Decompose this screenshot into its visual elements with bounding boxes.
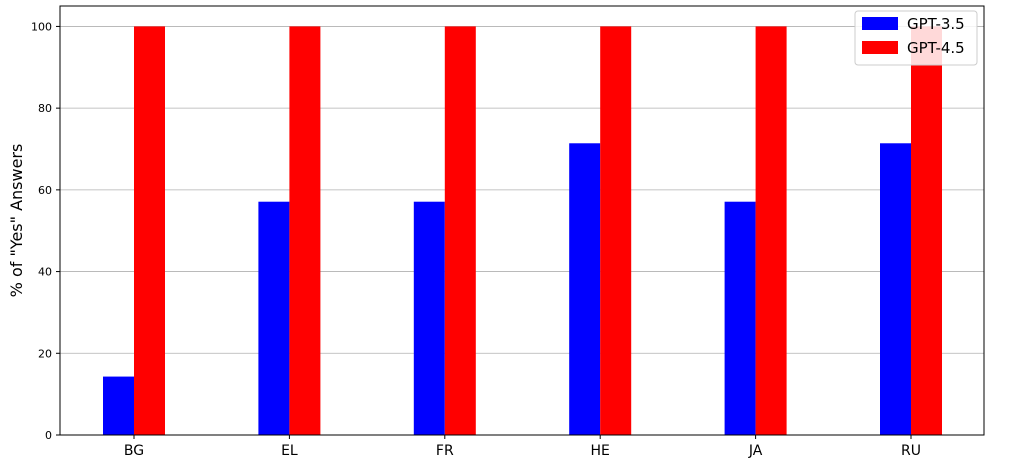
bar-gpt-3-5-el [258, 201, 290, 435]
bar-gpt-4-5-fr [444, 26, 476, 436]
y-axis-label: % of "Yes" Answers [7, 144, 26, 298]
legend-label-gpt-4-5: GPT-4.5 [907, 39, 965, 57]
y-axis-ticks: 0 20 40 60 80 100 [31, 20, 60, 442]
bar-gpt-3-5-bg [103, 376, 134, 435]
bar-gpt-3-5-he [569, 143, 601, 435]
y-tick-label: 100 [31, 20, 52, 33]
bar-gpt-3-5-ru [880, 143, 911, 435]
legend-swatch-gpt-4-5 [862, 41, 898, 54]
y-tick-label: 80 [38, 102, 52, 115]
x-tick-label: HE [591, 443, 610, 459]
bar-gpt-4-5-he [600, 26, 632, 436]
x-tick-label: BG [124, 443, 144, 459]
y-tick-label: 0 [45, 429, 52, 442]
bar-gpt-4-5-ru [911, 26, 942, 436]
plot-frame [59, 5, 985, 436]
y-tick-label: 60 [38, 184, 52, 197]
x-tick-label: EL [281, 443, 298, 459]
x-axis-ticks: BG EL FR HE JA RU [124, 435, 921, 459]
y-tick-label: 40 [38, 266, 52, 279]
y-tick-label: 20 [38, 347, 52, 360]
bar-gpt-4-5-el [289, 26, 321, 436]
x-tick-label: FR [436, 443, 454, 459]
bar-gpt-3-5-fr [413, 201, 445, 435]
legend-swatch-gpt-3-5 [862, 17, 898, 30]
bars [103, 26, 942, 436]
bar-gpt-4-5-ja [755, 26, 787, 436]
legend: GPT-3.5 GPT-4.5 [854, 10, 978, 66]
x-tick-label: JA [748, 443, 763, 459]
grid-lines [60, 26, 984, 436]
x-tick-label: RU [901, 443, 921, 459]
bar-gpt-4-5-bg [134, 26, 165, 436]
bar-gpt-3-5-ja [724, 201, 756, 435]
legend-label-gpt-3-5: GPT-3.5 [907, 15, 965, 33]
